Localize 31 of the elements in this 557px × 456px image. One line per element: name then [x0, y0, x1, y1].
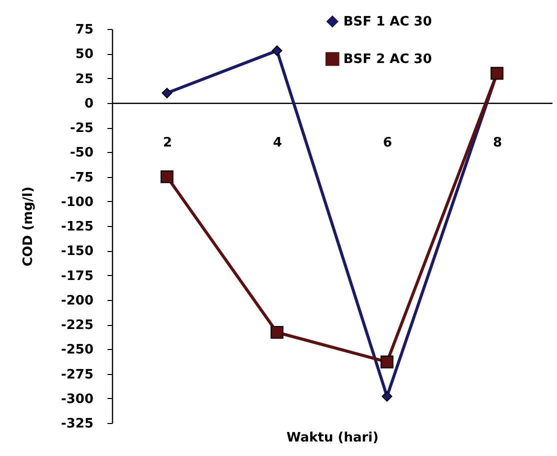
- x-tick-label: 4: [272, 135, 282, 150]
- point: [382, 391, 392, 402]
- x-tick-label: 6: [382, 135, 392, 150]
- x-tick-label: 2: [162, 135, 172, 150]
- y-axis-title: COD (mg/l): [20, 186, 36, 266]
- y-tick-label: -275: [60, 367, 94, 382]
- y-tick-label: -25: [70, 121, 94, 136]
- point: [162, 88, 172, 98]
- y-tick-label: -150: [60, 244, 94, 260]
- y-tick-label: -175: [60, 268, 94, 284]
- y-tick-label: 50: [75, 47, 94, 62]
- y-tick-label: -300: [60, 392, 94, 407]
- y-tick-label: -225: [60, 318, 94, 333]
- point: [380, 356, 394, 368]
- y-tick-label: 25: [75, 72, 94, 87]
- x-tick-label: 8: [492, 135, 502, 150]
- y-tick-label: -125: [60, 220, 94, 234]
- y-tick-label: -75: [70, 170, 94, 186]
- y-tick-label: 0: [84, 96, 94, 112]
- y-tick-label: -200: [60, 293, 94, 308]
- x-axis-title: Waktu (hari): [286, 430, 379, 446]
- y-tick-label: -100: [60, 194, 94, 210]
- legend-label: BSF 2 AC 30: [343, 52, 432, 67]
- legend-label: BSF 1 AC 30: [343, 14, 432, 30]
- y-tick-label: -325: [60, 416, 94, 432]
- y-tick-label: -50: [70, 146, 94, 161]
- y-tick-label: 75: [75, 22, 94, 38]
- point: [272, 45, 282, 56]
- point: [160, 170, 174, 184]
- y-tick-label: -250: [60, 342, 94, 358]
- point: [270, 326, 284, 339]
